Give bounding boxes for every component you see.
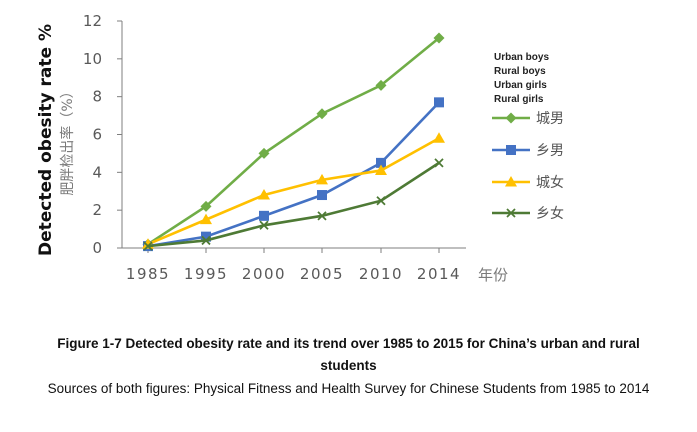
obesity-line-chart: 0 2 4 6 8 10 12 1985 1995 2000 2005 2010 2014 Detec… [36,12,564,284]
legend-en-rural-boys: Rural boys [494,66,546,77]
series-line [147,161,440,248]
series-group [142,32,445,252]
legend-entry: 城男 [492,111,564,127]
y-tick-label: 6 [92,126,102,144]
data-point [143,241,153,251]
data-point [376,196,386,206]
series-1 [142,32,445,250]
x-tick-label: 1995 [184,265,228,283]
legend-swatch-marker [506,208,516,218]
y-tick-label: 0 [92,239,102,257]
data-point [259,210,269,221]
data-point [200,200,212,212]
data-point [258,189,270,200]
legend-label: 乡男 [536,143,564,159]
data-point [201,235,211,246]
data-point [316,173,328,185]
y-axis-label-cn: 肥胖检出率（%） [59,84,76,195]
series-line [147,37,440,246]
legend-entry: 城女 [492,174,564,191]
series-line [147,137,440,246]
y-tick-label: 2 [92,201,102,219]
figure-caption-source: Sources of both figures: Physical Fitnes… [47,381,650,396]
data-point [317,190,327,201]
legend-en-urban-girls: Urban girls [494,80,547,91]
data-point [375,79,387,91]
data-point [317,211,327,221]
y-axis-title: Detected obesity rate % [36,24,56,256]
legend-entry: 乡女 [492,205,564,222]
y-axis-label-en: Detected obesity rate % [36,24,56,256]
axes [117,20,466,253]
data-point [434,97,444,108]
y-tick-label: 12 [83,12,102,30]
data-point [434,158,444,168]
data-point [316,108,328,120]
data-point [375,164,387,175]
data-point [200,213,212,225]
legend-label: 城女 [536,174,564,191]
legend-en-urban-boys: Urban boys [494,52,549,63]
legend-swatch-marker [505,112,517,124]
data-point [201,231,211,242]
data-point [433,132,445,143]
legend-label: 城男 [536,111,564,127]
y-axis-title-cn: 肥胖检出率（%） [59,84,76,195]
series-3 [142,132,445,249]
legend-entry: 乡男 [492,143,564,159]
x-tick-label: 1985 [126,265,170,283]
series-4 [143,158,444,251]
y-tick-label: 10 [83,50,102,68]
x-tick-label: 2010 [359,265,403,283]
y-tick-label: 8 [92,88,102,106]
legend-en-rural-girls: Rural girls [494,94,544,105]
data-point [433,32,445,44]
x-tick-label: 2005 [300,265,344,283]
data-point [258,147,270,159]
x-tick-label: 2000 [242,265,286,283]
x-axis-unit-label: 年份 [478,266,508,284]
legend: Urban boys Rural boys Urban girls Rural … [492,52,564,222]
figure-caption-title: Figure 1-7 Detected obesity rate and its… [57,336,640,373]
legend-swatch-marker [506,145,516,155]
data-point [376,157,386,168]
x-tick-labels: 1985 1995 2000 2005 2010 2014 [126,265,461,283]
x-tick-label: 2014 [417,265,461,283]
series-line [147,101,440,248]
y-tick-labels: 0 2 4 6 8 10 12 [83,12,102,257]
data-point [259,220,269,230]
legend-swatch-marker [505,176,517,187]
legend-label: 乡女 [536,205,564,222]
y-tick-label: 4 [92,163,102,181]
